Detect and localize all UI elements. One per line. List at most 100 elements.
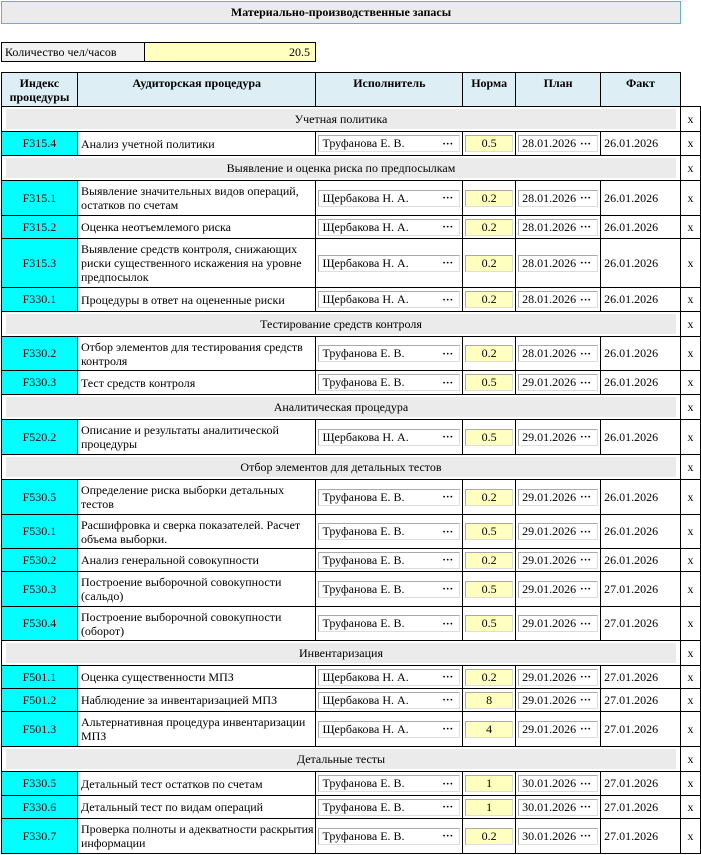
more-icon[interactable]: ··· [580, 293, 592, 306]
delete-section-button[interactable]: x [679, 394, 701, 420]
more-icon[interactable]: ··· [442, 801, 454, 813]
more-icon[interactable]: ··· [580, 257, 592, 269]
delete-section-button[interactable]: x [679, 311, 701, 337]
more-icon[interactable]: ··· [580, 137, 592, 150]
delete-row-button[interactable]: x [679, 795, 701, 819]
norm-input[interactable]: 0.2 [465, 488, 514, 506]
executor-field[interactable]: Труфанова Е. В. ··· [318, 374, 461, 391]
delete-section-button[interactable]: x [679, 640, 701, 666]
norm-input[interactable]: 1 [465, 798, 514, 816]
executor-field[interactable]: Щербакова Н. А. ··· [318, 189, 461, 207]
norm-input[interactable]: 0.5 [465, 523, 514, 540]
more-icon[interactable]: ··· [580, 431, 592, 443]
procedure-index[interactable]: F330.1 [1, 287, 78, 312]
delete-section-button[interactable]: x [679, 746, 701, 772]
procedure-index[interactable]: F330.7 [1, 818, 78, 854]
delete-row-button[interactable]: x [679, 571, 701, 607]
more-icon[interactable]: ··· [442, 723, 454, 735]
procedure-index[interactable]: F530.2 [1, 548, 78, 572]
more-icon[interactable]: ··· [580, 221, 592, 233]
plan-date-field[interactable]: 29.01.2026 ··· [518, 691, 599, 709]
procedure-index[interactable]: F330.6 [1, 795, 78, 819]
more-icon[interactable]: ··· [580, 583, 592, 595]
plan-date-field[interactable]: 29.01.2026 ··· [518, 551, 599, 569]
more-icon[interactable]: ··· [580, 376, 592, 389]
norm-input[interactable]: 0.2 [465, 551, 514, 569]
executor-field[interactable]: Труфанова Е. В. ··· [318, 580, 461, 598]
procedure-index[interactable]: F501.1 [1, 665, 78, 689]
delete-row-button[interactable]: x [679, 688, 701, 712]
more-icon[interactable]: ··· [442, 694, 454, 706]
more-icon[interactable]: ··· [442, 293, 454, 306]
procedure-index[interactable]: F315.2 [1, 215, 78, 239]
norm-input[interactable]: 0.5 [465, 428, 514, 446]
norm-input[interactable]: 1 [465, 775, 514, 792]
more-icon[interactable]: ··· [580, 617, 592, 630]
executor-field[interactable]: Труфанова Е. В. ··· [318, 551, 461, 569]
plan-date-field[interactable]: 29.01.2026 ··· [518, 374, 599, 391]
plan-date-field[interactable]: 28.01.2026 ··· [518, 135, 599, 152]
more-icon[interactable]: ··· [442, 525, 454, 538]
executor-field[interactable]: Щербакова Н. А. ··· [318, 254, 461, 272]
delete-row-button[interactable]: x [679, 215, 701, 239]
more-icon[interactable]: ··· [442, 491, 454, 503]
executor-field[interactable]: Труфанова Е. В. ··· [318, 523, 461, 540]
delete-row-button[interactable]: x [679, 479, 701, 515]
more-icon[interactable]: ··· [442, 583, 454, 595]
plan-date-field[interactable]: 29.01.2026 ··· [518, 615, 599, 632]
executor-field[interactable]: Труфанова Е. В. ··· [318, 775, 461, 792]
delete-section-button[interactable]: x [679, 155, 701, 181]
more-icon[interactable]: ··· [580, 777, 592, 790]
executor-field[interactable]: Труфанова Е. В. ··· [318, 135, 461, 152]
norm-input[interactable]: 0.5 [465, 580, 514, 598]
procedure-index[interactable]: F530.5 [1, 479, 78, 515]
plan-date-field[interactable]: 29.01.2026 ··· [518, 428, 599, 446]
more-icon[interactable]: ··· [442, 257, 454, 269]
plan-date-field[interactable]: 29.01.2026 ··· [518, 720, 599, 738]
executor-field[interactable]: Щербакова Н. А. ··· [318, 428, 461, 446]
delete-row-button[interactable]: x [679, 238, 701, 288]
procedure-index[interactable]: F501.2 [1, 688, 78, 712]
executor-field[interactable]: Труфанова Е. В. ··· [318, 345, 461, 362]
more-icon[interactable]: ··· [442, 554, 454, 566]
delete-row-button[interactable]: x [679, 665, 701, 689]
executor-field[interactable]: Щербакова Н. А. ··· [318, 668, 461, 686]
more-icon[interactable]: ··· [442, 347, 454, 360]
procedure-index[interactable]: F330.2 [1, 336, 78, 371]
delete-row-button[interactable]: x [679, 711, 701, 747]
delete-row-button[interactable]: x [679, 514, 701, 549]
plan-date-field[interactable]: 30.01.2026 ··· [518, 827, 599, 845]
norm-input[interactable]: 0.2 [465, 254, 514, 272]
more-icon[interactable]: ··· [442, 192, 454, 204]
plan-date-field[interactable]: 29.01.2026 ··· [518, 668, 599, 686]
more-icon[interactable]: ··· [580, 347, 592, 360]
plan-date-field[interactable]: 28.01.2026 ··· [518, 254, 599, 272]
more-icon[interactable]: ··· [442, 617, 454, 630]
delete-row-button[interactable]: x [679, 818, 701, 854]
procedure-index[interactable]: F330.3 [1, 370, 78, 395]
more-icon[interactable]: ··· [580, 192, 592, 204]
delete-row-button[interactable]: x [679, 336, 701, 371]
executor-field[interactable]: Труфанова Е. В. ··· [318, 488, 461, 506]
procedure-index[interactable]: F530.4 [1, 606, 78, 641]
more-icon[interactable]: ··· [442, 221, 454, 233]
plan-date-field[interactable]: 30.01.2026 ··· [518, 775, 599, 792]
more-icon[interactable]: ··· [442, 671, 454, 683]
delete-row-button[interactable]: x [679, 287, 701, 312]
more-icon[interactable]: ··· [580, 830, 592, 842]
procedure-index[interactable]: F530.3 [1, 571, 78, 607]
plan-date-field[interactable]: 29.01.2026 ··· [518, 580, 599, 598]
delete-section-button[interactable]: x [679, 106, 701, 132]
delete-row-button[interactable]: x [679, 548, 701, 572]
plan-date-field[interactable]: 30.01.2026 ··· [518, 798, 599, 816]
more-icon[interactable]: ··· [442, 137, 454, 150]
norm-input[interactable]: 0.2 [465, 827, 514, 845]
more-icon[interactable]: ··· [580, 723, 592, 735]
more-icon[interactable]: ··· [580, 525, 592, 538]
norm-input[interactable]: 0.2 [465, 345, 514, 362]
executor-field[interactable]: Труфанова Е. В. ··· [318, 827, 461, 845]
delete-row-button[interactable]: x [679, 370, 701, 395]
delete-section-button[interactable]: x [679, 454, 701, 480]
delete-row-button[interactable]: x [679, 606, 701, 641]
executor-field[interactable]: Труфанова Е. В. ··· [318, 615, 461, 632]
